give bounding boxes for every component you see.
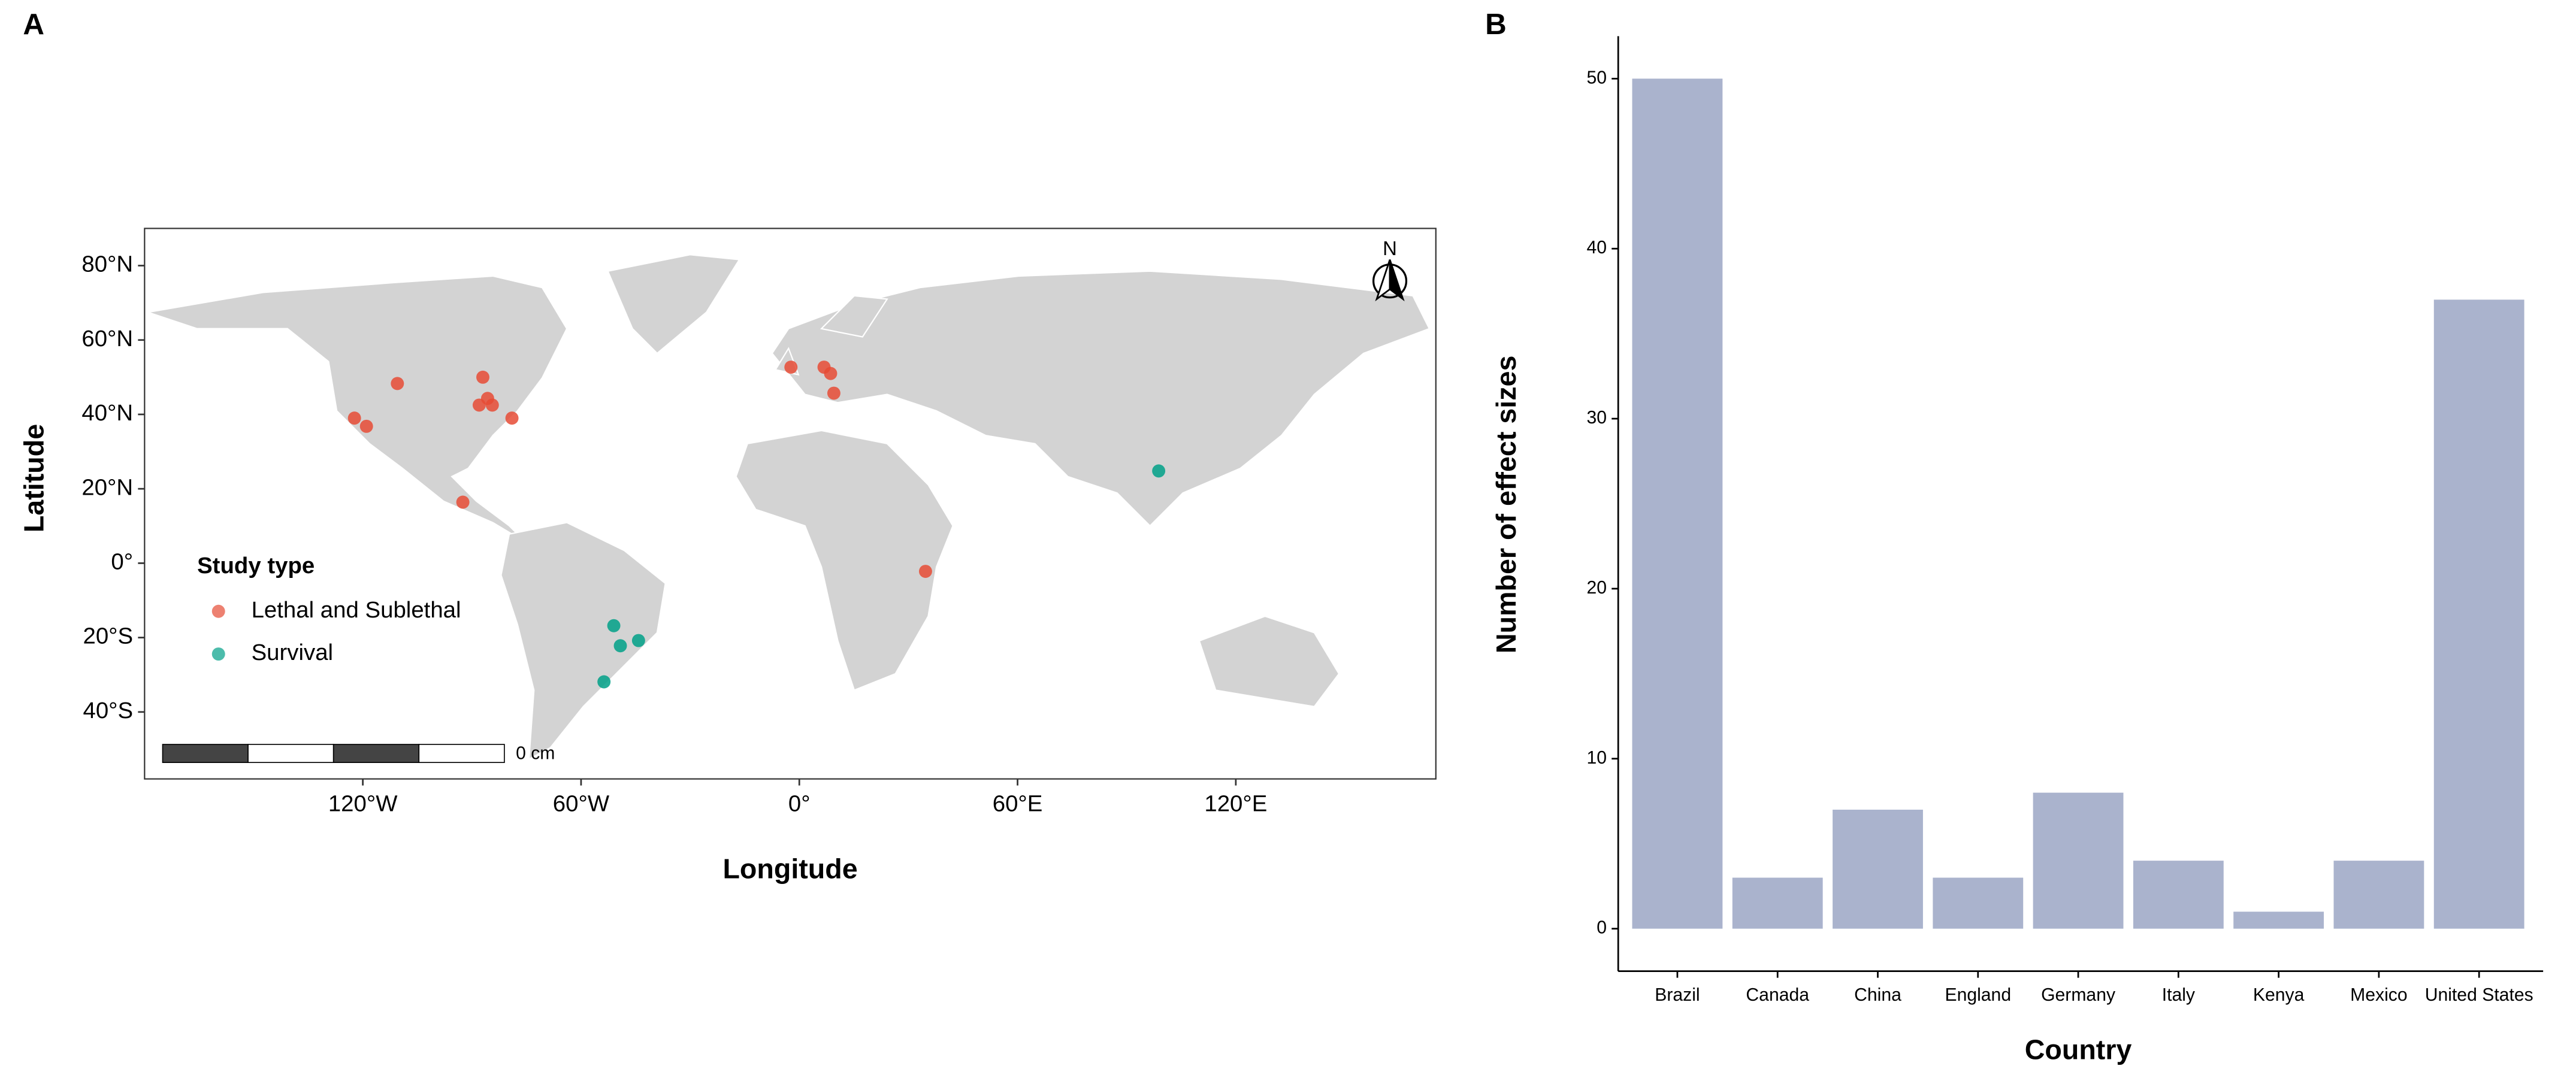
legend-swatch (211, 647, 225, 661)
y-tick-label: 50 (1586, 68, 1607, 87)
scale-bar: 0 cm (162, 743, 555, 763)
scale-label: 0 cm (516, 743, 555, 763)
point (918, 565, 932, 579)
map: 0 cm N (144, 228, 1437, 780)
point (827, 386, 840, 400)
point (631, 634, 645, 647)
x-tick-label: 120°E (1204, 791, 1267, 817)
point (784, 361, 798, 374)
bar (2233, 912, 2324, 929)
y-axis-title: Latitude (19, 424, 50, 532)
x-tick-label: 120°W (328, 791, 398, 817)
x-axis-title: Longitude (722, 853, 857, 885)
north-label: N (1383, 237, 1397, 259)
legend-title: Study type (197, 553, 315, 579)
panel-label: A (23, 8, 44, 41)
x-tick-label: 60°W (553, 791, 610, 817)
legend-label: Survival (252, 640, 334, 665)
point (456, 495, 470, 509)
y-tick-label: 20 (1586, 578, 1607, 598)
point (597, 675, 611, 689)
point (476, 370, 489, 384)
panel-label: B (1485, 8, 1507, 41)
point (347, 411, 361, 425)
point (1152, 464, 1166, 478)
x-tick-label: Italy (2162, 985, 2196, 1005)
legend-label: Lethal and Sublethal (252, 597, 461, 623)
point (824, 367, 837, 380)
y-tick-label: 20°N (81, 474, 133, 500)
x-tick-label: China (1854, 985, 1901, 1005)
y-tick-label: 10 (1586, 748, 1607, 768)
y-tick-label: 0 (1597, 918, 1607, 938)
y-tick-label: 60°N (81, 326, 133, 352)
y-tick-label: 0° (111, 549, 133, 575)
point (505, 411, 519, 425)
bar (1632, 78, 1723, 929)
y-tick-label: 40°S (83, 698, 133, 723)
point (391, 377, 404, 390)
y-tick-label: 30 (1586, 408, 1607, 428)
bar (2333, 861, 2424, 929)
x-tick-label: Kenya (2253, 985, 2305, 1005)
x-tick-label: 60°E (993, 791, 1043, 817)
x-tick-label: 0° (788, 791, 811, 817)
bar (2033, 792, 2124, 929)
x-tick-label: Brazil (1655, 985, 1700, 1005)
bar (2433, 299, 2524, 929)
north-arrow: N (1372, 237, 1408, 302)
x-tick-label: Canada (1746, 985, 1809, 1005)
y-tick-label: 40 (1586, 238, 1607, 258)
bar (1732, 877, 1823, 929)
bar (1833, 809, 1923, 929)
x-tick-label: England (1945, 985, 2011, 1005)
x-tick-label: Mexico (2350, 985, 2408, 1005)
y-tick-label: 40°N (81, 400, 133, 426)
y-tick-label: 20°S (83, 623, 133, 649)
point (607, 619, 621, 632)
legend-swatch (211, 604, 225, 618)
point (613, 639, 627, 653)
bar (2133, 861, 2224, 929)
point (359, 419, 373, 433)
y-tick-label: 80°N (81, 252, 133, 277)
x-axis-title: Country (2025, 1034, 2132, 1065)
x-tick-label: United States (2425, 985, 2533, 1005)
land (147, 254, 1431, 761)
point (485, 398, 499, 412)
x-tick-label: Germany (2041, 985, 2116, 1005)
bar (1933, 877, 2024, 929)
y-axis-title: Number of effect sizes (1490, 356, 1522, 654)
